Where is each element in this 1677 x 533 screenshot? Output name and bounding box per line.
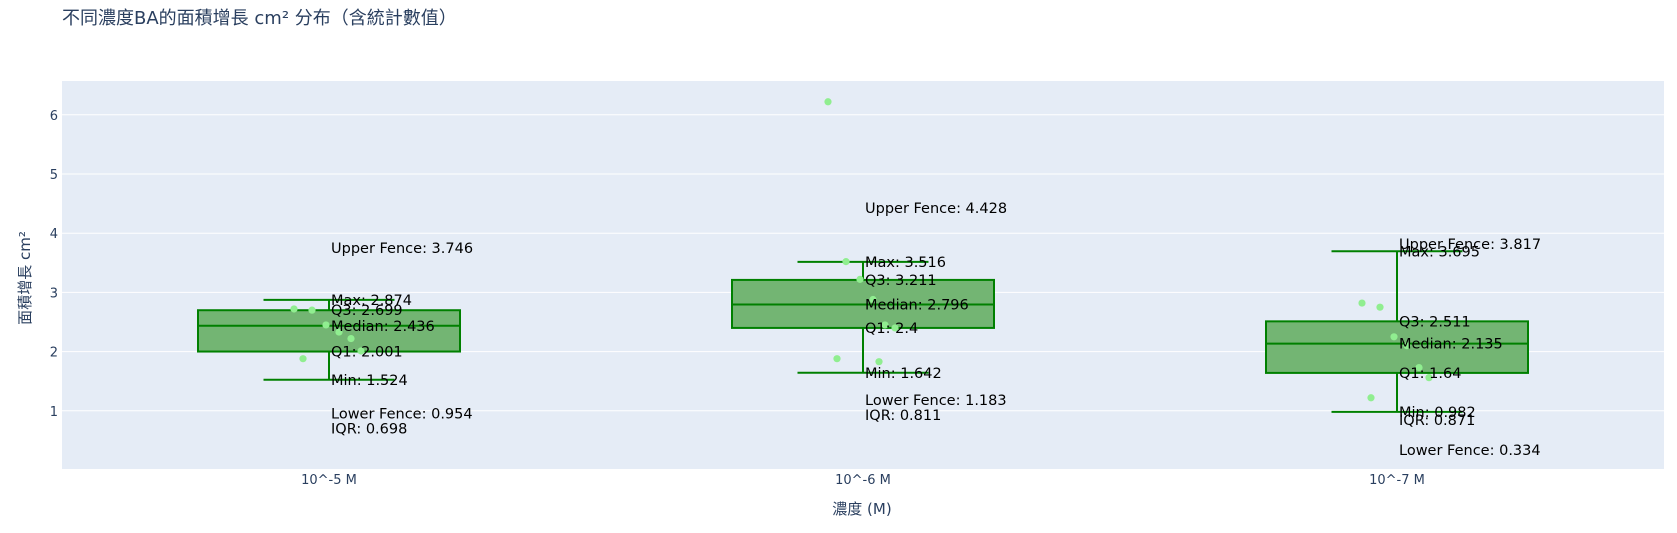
data-point	[335, 328, 343, 336]
stat-annotation: Q1: 1.64	[1399, 366, 1461, 382]
iqr-box	[197, 309, 461, 353]
data-point	[824, 98, 832, 106]
stat-annotation: Q3: 2.699	[331, 303, 403, 319]
stat-annotation: IQR: 0.811	[865, 408, 941, 424]
data-point	[842, 258, 850, 266]
box-3	[1265, 250, 1529, 413]
stat-annotation: Max: 2.874	[331, 293, 412, 309]
stat-annotation: IQR: 0.698	[331, 422, 407, 438]
data-point	[290, 305, 298, 313]
y-tick-label: 2	[50, 346, 58, 361]
stat-annotation: Upper Fence: 3.817	[1399, 237, 1541, 253]
data-point	[881, 321, 889, 329]
stat-annotation: Median: 2.436	[331, 319, 435, 335]
data-point	[1403, 342, 1411, 350]
data-point	[856, 275, 864, 283]
y-tick-label: 1	[50, 405, 58, 420]
chart-title: 不同濃度BA的面積增長 cm² 分布（含統計數值）	[62, 8, 457, 29]
stat-annotation: Median: 2.796	[865, 297, 969, 313]
data-point	[1358, 299, 1366, 307]
stat-annotation: Lower Fence: 0.334	[1399, 443, 1541, 459]
y-axis-label: 面積增長 cm²	[16, 231, 34, 325]
iqr-box	[1265, 320, 1529, 374]
stat-annotation: Q1: 2.4	[865, 321, 918, 337]
stat-annotation: IQR: 0.871	[1399, 413, 1475, 429]
data-point	[347, 334, 355, 343]
box-1	[197, 298, 461, 381]
stat-annotation: Min: 0.982	[1399, 405, 1476, 421]
x-tick-labels: 10^-5 M 10^-6 M 10^-7 M	[301, 473, 1425, 488]
data-point	[891, 324, 899, 332]
data-point	[875, 358, 883, 366]
stat-annotation: Upper Fence: 4.428	[865, 201, 1007, 217]
data-point	[833, 355, 841, 363]
y-tick-label: 6	[50, 109, 58, 124]
stat-annotation: Max: 3.516	[865, 255, 946, 271]
data-point	[1415, 363, 1423, 372]
stat-annotation: Q3: 2.511	[1399, 314, 1471, 330]
stat-annotation: Lower Fence: 0.954	[331, 407, 473, 423]
stat-annotation: Lower Fence: 1.183	[865, 393, 1007, 409]
data-point	[1390, 333, 1398, 341]
x-axis-label: 濃度 (M)	[832, 500, 891, 518]
data-point	[299, 355, 307, 363]
boxes-layer	[197, 250, 1529, 413]
stat-annotation: Max: 3.695	[1399, 244, 1480, 260]
data-point	[308, 306, 316, 314]
stat-annotation: Min: 1.642	[865, 366, 942, 382]
x-tick-label: 10^-5 M	[301, 473, 357, 488]
x-tick-label: 10^-6 M	[835, 473, 891, 488]
data-point	[357, 347, 365, 355]
stat-annotation: Min: 1.524	[331, 373, 408, 389]
y-tick-label: 5	[50, 168, 58, 183]
data-point	[1425, 374, 1433, 382]
data-point	[869, 295, 877, 304]
y-tick-label: 3	[50, 286, 58, 301]
stat-annotation: Q3: 3.211	[865, 273, 937, 289]
points-layer	[290, 98, 1433, 402]
stat-annotation: Median: 2.135	[1399, 337, 1503, 353]
y-tick-label: 4	[50, 227, 58, 242]
stat-annotation: Upper Fence: 3.746	[331, 241, 473, 257]
data-point	[1367, 394, 1375, 402]
y-tick-labels: 1 2 3 4 5 6	[50, 109, 58, 420]
data-point	[322, 321, 330, 329]
data-point	[1376, 303, 1384, 311]
x-tick-label: 10^-7 M	[1369, 473, 1425, 488]
stat-annotation: Q1: 2.001	[331, 345, 403, 361]
